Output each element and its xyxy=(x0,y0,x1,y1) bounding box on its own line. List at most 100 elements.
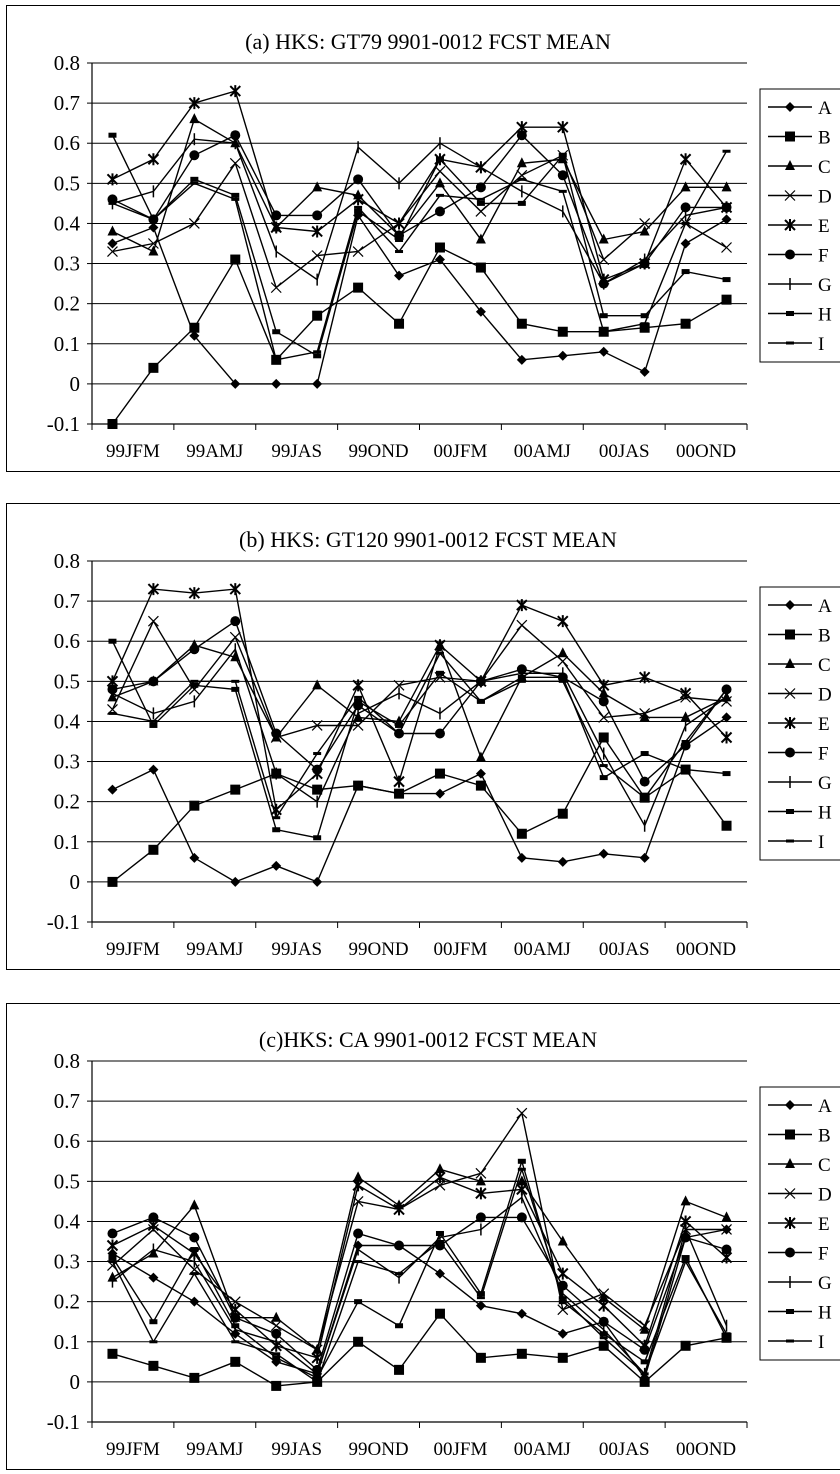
chart-b-series-f-line xyxy=(112,620,728,783)
chart-a-point-b xyxy=(107,419,118,429)
chart-a-series-i-line xyxy=(112,150,728,361)
chart-c-point-f xyxy=(639,1344,650,1355)
chart-b-point-a xyxy=(271,860,282,871)
chart-c-xtick-label: 99JFM xyxy=(106,1439,160,1460)
chart-b-point-d xyxy=(229,631,241,643)
chart-b-legend-marker xyxy=(785,629,795,640)
chart-b-point-f xyxy=(271,728,282,739)
chart-b-point-b xyxy=(434,768,445,779)
chart-b-point-a xyxy=(189,852,200,863)
chart-a-legend-item-d: D xyxy=(768,187,832,208)
chart-a-point-h xyxy=(354,208,363,214)
chart-a-legend-label: E xyxy=(818,216,830,237)
chart-a-point-h xyxy=(108,132,117,138)
chart-a-point-f xyxy=(230,130,241,141)
chart-c-point-b xyxy=(353,1336,364,1347)
chart-a-legend-item-e: E xyxy=(768,216,830,237)
chart-a-point-h xyxy=(395,236,404,242)
chart-a-point-b xyxy=(516,318,527,329)
chart-c-point-b xyxy=(394,1364,405,1375)
chart-a-point-i xyxy=(476,197,485,201)
chart-a-point-c xyxy=(639,225,650,236)
chart-c-legend-item-b: B xyxy=(768,1126,831,1147)
chart-b-point-e xyxy=(720,731,733,744)
chart-c-point-c xyxy=(434,1163,445,1174)
chart-b-point-a xyxy=(230,876,241,887)
chart-b-series-d-line xyxy=(111,619,727,739)
chart-c-point-c xyxy=(680,1195,691,1206)
chart-a-ytick-label: 0.6 xyxy=(54,131,80,155)
chart-a-point-c xyxy=(434,177,445,188)
chart-a-point-f xyxy=(475,182,486,193)
chart-c-point-b xyxy=(189,1372,200,1383)
chart-a-point-h xyxy=(640,313,649,319)
chart-a-point-e xyxy=(352,193,364,206)
chart-a-ytick-label: 0.3 xyxy=(54,252,80,276)
chart-a-point-i xyxy=(435,193,444,197)
chart-c-point-a xyxy=(475,1300,486,1311)
chart-c-point-h xyxy=(476,1291,485,1297)
chart-c-series-d-line xyxy=(112,1111,727,1351)
chart-c-point-i xyxy=(272,1352,281,1356)
chart-a-point-b xyxy=(721,294,732,305)
chart-a-point-a xyxy=(394,270,405,281)
chart-a-point-c xyxy=(516,157,527,168)
chart-a-point-b xyxy=(394,318,405,329)
chart-a-point-f xyxy=(557,170,568,181)
chart-b-point-i xyxy=(231,679,240,683)
chart-c-point-b xyxy=(475,1352,486,1363)
chart-b-point-c xyxy=(312,679,323,690)
chart-a-legend-label: I xyxy=(818,334,824,355)
chart-a-point-d xyxy=(270,282,282,294)
chart-a-legend-item-g: G xyxy=(768,275,832,296)
chart-a-point-c xyxy=(148,245,159,256)
chart-c-point-h xyxy=(640,1359,649,1365)
chart-c-xtick-label: 00OND xyxy=(676,1439,736,1460)
chart-a-point-h xyxy=(599,313,608,319)
chart-c-xtick-label: 99JAS xyxy=(271,1439,322,1460)
chart-c-point-i xyxy=(190,1272,199,1276)
chart-b-point-b xyxy=(148,844,159,855)
chart-c-legend-item-d: D xyxy=(768,1185,832,1206)
chart-b-legend-item-h: H xyxy=(768,803,832,824)
chart-c-point-e xyxy=(352,1179,364,1192)
chart-c-point-c xyxy=(639,1323,650,1334)
chart-b-point-i xyxy=(272,816,281,820)
chart-a-legend-label: G xyxy=(818,275,832,296)
chart-c-series-g xyxy=(111,1191,728,1380)
chart-c-point-f xyxy=(107,1228,118,1239)
chart-a-point-h xyxy=(313,353,322,359)
chart-c-xtick-label: 00AMJ xyxy=(514,1439,571,1460)
chart-a-point-c xyxy=(680,181,691,192)
chart-b-point-e xyxy=(434,639,446,652)
chart-b-point-h xyxy=(558,674,567,680)
chart-a-point-b xyxy=(475,262,486,273)
chart-a-point-e xyxy=(229,85,241,98)
chart-a-point-i xyxy=(272,358,281,362)
chart-a-point-i xyxy=(231,197,240,201)
chart-b-point-h xyxy=(231,686,240,692)
chart-c-point-d xyxy=(639,1320,651,1332)
chart-b-point-e xyxy=(393,775,405,788)
chart-c-point-i xyxy=(313,1380,322,1384)
chart-a-legend-label: H xyxy=(818,305,832,326)
chart-c-point-a xyxy=(434,1268,445,1279)
chart-a-series-c-line xyxy=(112,118,727,253)
chart-c-point-e xyxy=(393,1203,405,1216)
chart-c-point-b xyxy=(230,1356,241,1367)
chart-c-legend-item-i: I xyxy=(768,1332,824,1353)
chart-c-series-f xyxy=(107,1212,732,1375)
chart-c-point-b xyxy=(271,1380,282,1391)
chart-b-point-b xyxy=(516,828,527,839)
chart-b-point-a xyxy=(721,712,732,723)
chart-b-point-i xyxy=(108,711,117,715)
chart-a-point-c xyxy=(189,113,200,124)
chart-b-xtick-label: 00AMJ xyxy=(514,939,571,960)
chart-a-point-a xyxy=(107,238,118,249)
chart-a-legend-item-c: C xyxy=(768,157,831,178)
chart-c-point-f xyxy=(271,1328,282,1339)
chart-c-series-a xyxy=(107,1224,732,1383)
chart-a-point-i xyxy=(190,181,199,185)
chart-c-xtick-label: 99AMJ xyxy=(186,1439,243,1460)
chart-a-svg: (a) HKS: GT79 9901-0012 FCST MEAN 0.8 0.7 0… xyxy=(47,29,840,462)
